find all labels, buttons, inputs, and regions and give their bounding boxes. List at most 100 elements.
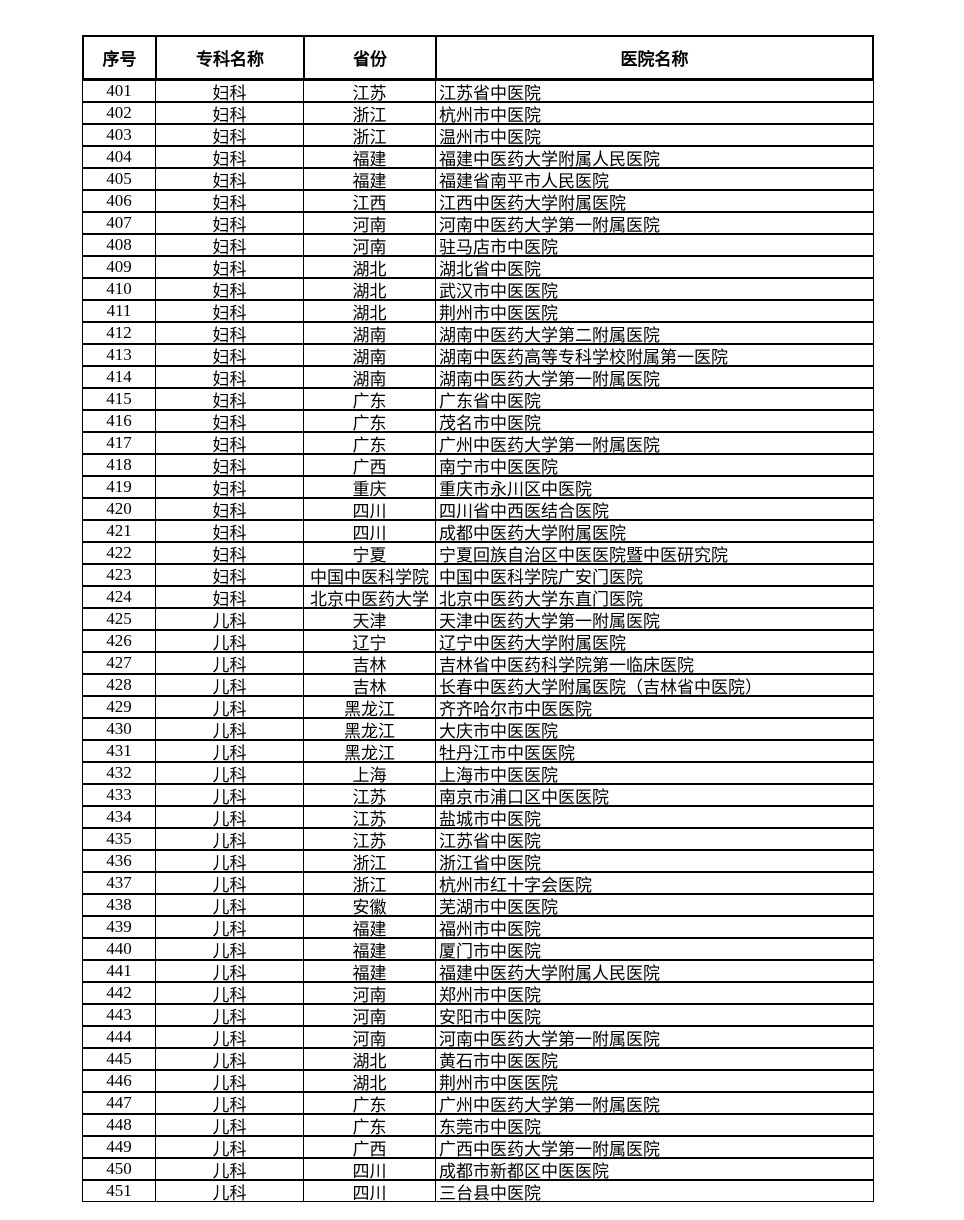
cell-hospital: 黄石市中医医院 xyxy=(439,1051,558,1070)
cell-hospital: 湖南中医药大学第二附属医院 xyxy=(439,325,660,344)
cell-province: 浙江 xyxy=(304,103,436,123)
table-row: 431 儿科 黑龙江 牡丹江市中医医院 xyxy=(82,740,874,762)
table-row: 441 儿科 福建 福建中医药大学附属人民医院 xyxy=(82,960,874,982)
cell-hospital: 福建中医药大学附属人民医院 xyxy=(439,149,660,168)
cell-province: 四川 xyxy=(304,1159,436,1179)
cell-specialty: 儿科 xyxy=(156,653,304,673)
table-row: 444 儿科 河南 河南中医药大学第一附属医院 xyxy=(82,1026,874,1048)
cell-province: 四川 xyxy=(304,1181,436,1201)
cell-province: 天津 xyxy=(304,609,436,629)
cell-province: 吉林 xyxy=(304,675,436,695)
table-row: 447 儿科 广东 广州中医药大学第一附属医院 xyxy=(82,1092,874,1114)
cell-hospital: 成都中医药大学附属医院 xyxy=(439,523,626,542)
header-col-hospital: 医院名称 xyxy=(620,50,689,69)
cell-number: 417 xyxy=(83,433,156,453)
cell-hospital: 广东省中医院 xyxy=(439,391,541,410)
cell-specialty: 儿科 xyxy=(156,1181,304,1201)
cell-number: 446 xyxy=(83,1071,156,1091)
cell-specialty: 儿科 xyxy=(156,1159,304,1179)
cell-hospital: 南宁市中医医院 xyxy=(439,457,558,476)
table-header-row: 序号 专科名称 省份 医院名称 xyxy=(82,35,874,80)
cell-number: 415 xyxy=(83,389,156,409)
table-row: 432 儿科 上海 上海市中医医院 xyxy=(82,762,874,784)
cell-number: 432 xyxy=(83,763,156,783)
table-row: 442 儿科 河南 郑州市中医院 xyxy=(82,982,874,1004)
cell-number: 434 xyxy=(83,807,156,827)
cell-number: 435 xyxy=(83,829,156,849)
table-row: 449 儿科 广西 广西中医药大学第一附属医院 xyxy=(82,1136,874,1158)
cell-hospital: 杭州市中医院 xyxy=(439,105,541,124)
cell-number: 416 xyxy=(83,411,156,431)
cell-hospital: 河南中医药大学第一附属医院 xyxy=(439,215,660,234)
cell-specialty: 儿科 xyxy=(156,961,304,981)
cell-specialty: 妇科 xyxy=(156,521,304,541)
cell-hospital: 江苏省中医院 xyxy=(439,831,541,850)
table-row: 410 妇科 湖北 武汉市中医医院 xyxy=(82,278,874,300)
cell-number: 421 xyxy=(83,521,156,541)
cell-specialty: 妇科 xyxy=(156,389,304,409)
cell-number: 406 xyxy=(83,191,156,211)
cell-hospital: 武汉市中医医院 xyxy=(439,281,558,300)
cell-province: 广东 xyxy=(304,411,436,431)
cell-province: 浙江 xyxy=(304,851,436,871)
cell-specialty: 妇科 xyxy=(156,433,304,453)
cell-specialty: 儿科 xyxy=(156,631,304,651)
cell-hospital: 成都市新都区中医医院 xyxy=(439,1161,609,1180)
table-row: 420 妇科 四川 四川省中西医结合医院 xyxy=(82,498,874,520)
cell-number: 436 xyxy=(83,851,156,871)
cell-hospital: 东莞市中医院 xyxy=(439,1117,541,1136)
cell-number: 443 xyxy=(83,1005,156,1025)
cell-number: 429 xyxy=(83,697,156,717)
cell-province: 河南 xyxy=(304,1027,436,1047)
cell-number: 426 xyxy=(83,631,156,651)
cell-hospital: 牡丹江市中医医院 xyxy=(439,743,575,762)
cell-specialty: 儿科 xyxy=(156,1093,304,1113)
cell-hospital: 厦门市中医院 xyxy=(439,941,541,960)
cell-specialty: 妇科 xyxy=(156,565,304,585)
cell-hospital: 宁夏回族自治区中医医院暨中医研究院 xyxy=(439,545,728,564)
cell-specialty: 妇科 xyxy=(156,345,304,365)
cell-province: 河南 xyxy=(304,235,436,255)
cell-specialty: 妇科 xyxy=(156,411,304,431)
table-row: 417 妇科 广东 广州中医药大学第一附属医院 xyxy=(82,432,874,454)
cell-number: 423 xyxy=(83,565,156,585)
cell-province: 福建 xyxy=(304,917,436,937)
cell-number: 439 xyxy=(83,917,156,937)
table-row: 408 妇科 河南 驻马店市中医院 xyxy=(82,234,874,256)
table-row: 423 妇科 中国中医科学院 中国中医科学院广安门医院 xyxy=(82,564,874,586)
cell-specialty: 儿科 xyxy=(156,1137,304,1157)
cell-province: 江苏 xyxy=(304,807,436,827)
cell-number: 418 xyxy=(83,455,156,475)
cell-hospital: 南京市浦口区中医医院 xyxy=(439,787,609,806)
cell-specialty: 儿科 xyxy=(156,1005,304,1025)
table-row: 407 妇科 河南 河南中医药大学第一附属医院 xyxy=(82,212,874,234)
cell-specialty: 妇科 xyxy=(156,213,304,233)
cell-number: 428 xyxy=(83,675,156,695)
cell-province: 湖北 xyxy=(304,279,436,299)
cell-province: 湖北 xyxy=(304,1071,436,1091)
hospital-table: 序号 专科名称 省份 医院名称 401 妇科 江苏 江苏省中医院 402 妇科 … xyxy=(82,35,874,1202)
cell-number: 451 xyxy=(83,1181,156,1201)
cell-specialty: 儿科 xyxy=(156,873,304,893)
table-row: 434 儿科 江苏 盐城市中医院 xyxy=(82,806,874,828)
cell-number: 427 xyxy=(83,653,156,673)
cell-hospital: 湖南中医药高等专科学校附属第一医院 xyxy=(439,347,728,366)
cell-province: 河南 xyxy=(304,983,436,1003)
table-row: 401 妇科 江苏 江苏省中医院 xyxy=(82,80,874,102)
cell-hospital: 北京中医药大学东直门医院 xyxy=(439,589,643,608)
cell-number: 422 xyxy=(83,543,156,563)
cell-specialty: 儿科 xyxy=(156,895,304,915)
table-row: 428 儿科 吉林 长春中医药大学附属医院（吉林省中医院） xyxy=(82,674,874,696)
table-row: 414 妇科 湖南 湖南中医药大学第一附属医院 xyxy=(82,366,874,388)
table-row: 443 儿科 河南 安阳市中医院 xyxy=(82,1004,874,1026)
cell-specialty: 儿科 xyxy=(156,785,304,805)
table-row: 435 儿科 江苏 江苏省中医院 xyxy=(82,828,874,850)
table-row: 418 妇科 广西 南宁市中医医院 xyxy=(82,454,874,476)
cell-specialty: 妇科 xyxy=(156,477,304,497)
table-row: 437 儿科 浙江 杭州市红十字会医院 xyxy=(82,872,874,894)
cell-specialty: 儿科 xyxy=(156,609,304,629)
table-row: 425 儿科 天津 天津中医药大学第一附属医院 xyxy=(82,608,874,630)
cell-hospital: 吉林省中医药科学院第一临床医院 xyxy=(439,655,694,674)
cell-specialty: 妇科 xyxy=(156,323,304,343)
cell-hospital: 四川省中西医结合医院 xyxy=(439,501,609,520)
